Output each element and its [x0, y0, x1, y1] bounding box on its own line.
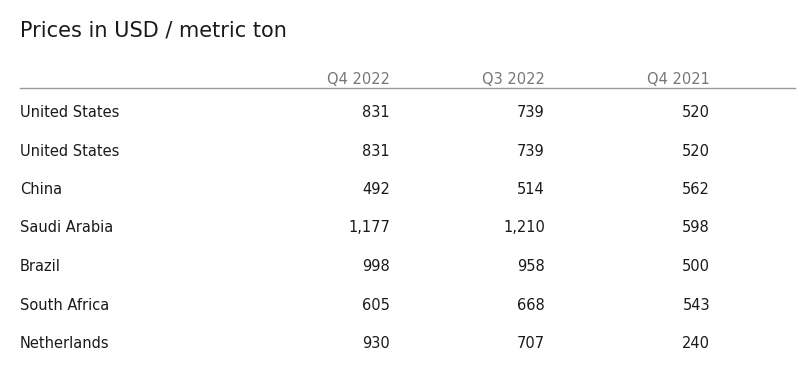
Text: South Africa: South Africa	[20, 298, 109, 312]
Text: 739: 739	[518, 105, 545, 120]
Text: 739: 739	[518, 144, 545, 158]
Text: 1,177: 1,177	[348, 220, 390, 236]
Text: Q4 2021: Q4 2021	[647, 72, 710, 87]
Text: Netherlands: Netherlands	[20, 336, 109, 351]
Text: 958: 958	[518, 259, 545, 274]
Text: 543: 543	[682, 298, 710, 312]
Text: 598: 598	[682, 220, 710, 236]
Text: China: China	[20, 182, 62, 197]
Text: 930: 930	[362, 336, 390, 351]
Text: 500: 500	[682, 259, 710, 274]
Text: United States: United States	[20, 144, 119, 158]
Text: 831: 831	[362, 105, 390, 120]
Text: 707: 707	[517, 336, 545, 351]
Text: 562: 562	[682, 182, 710, 197]
Text: Q4 2022: Q4 2022	[327, 72, 390, 87]
Text: 668: 668	[518, 298, 545, 312]
Text: 1,210: 1,210	[503, 220, 545, 236]
Text: Brazil: Brazil	[20, 259, 61, 274]
Text: United States: United States	[20, 105, 119, 120]
Text: Saudi Arabia: Saudi Arabia	[20, 220, 113, 236]
Text: 514: 514	[518, 182, 545, 197]
Text: 492: 492	[362, 182, 390, 197]
Text: 240: 240	[682, 336, 710, 351]
Text: 520: 520	[682, 105, 710, 120]
Text: 998: 998	[362, 259, 390, 274]
Text: 520: 520	[682, 144, 710, 158]
Text: 831: 831	[362, 144, 390, 158]
Text: 605: 605	[362, 298, 390, 312]
Text: Prices in USD / metric ton: Prices in USD / metric ton	[20, 20, 287, 40]
Text: Q3 2022: Q3 2022	[482, 72, 545, 87]
